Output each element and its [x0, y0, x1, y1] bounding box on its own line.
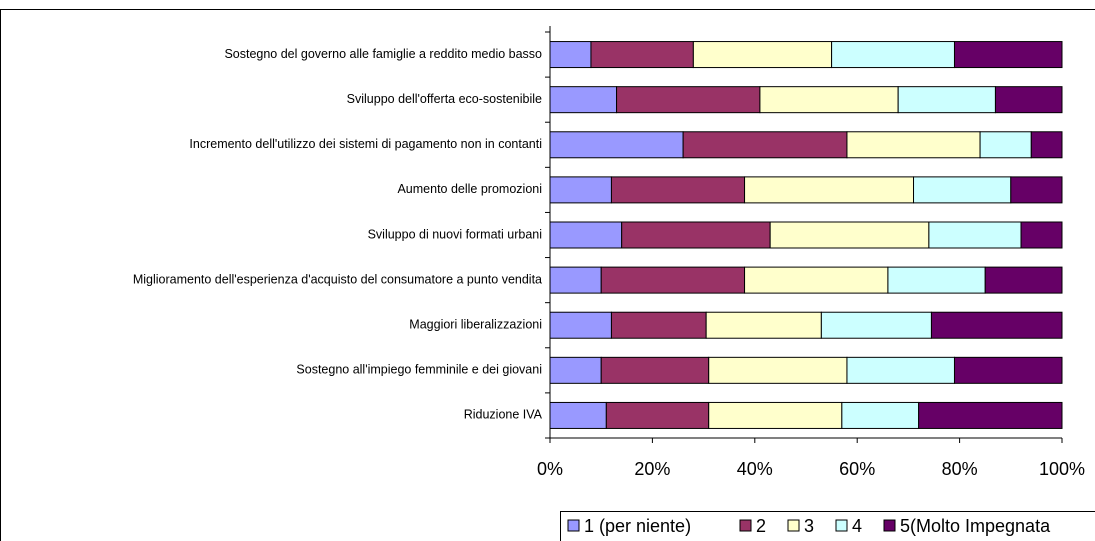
bar-segment: [610, 176, 746, 204]
legend-swatch: [835, 519, 848, 532]
y-tick-label: Sostegno del governo alle famiglie a red…: [224, 47, 542, 61]
bar-segment: [887, 266, 986, 294]
bar-segment: [846, 131, 981, 159]
bar-segment: [549, 266, 602, 294]
bar-segment: [549, 356, 602, 384]
bar-segment: [549, 86, 618, 114]
legend-swatch: [567, 519, 580, 532]
y-tick-label: Sviluppo dell'offerta eco-sostenibile: [347, 92, 542, 106]
y-tick-label: Miglioramento dell'esperienza d'acquisto…: [133, 272, 542, 286]
bar-segment: [549, 176, 612, 204]
legend-label: 4: [852, 516, 862, 536]
legend-swatch: [883, 519, 896, 532]
bar-segment: [979, 131, 1032, 159]
legend-swatch: [739, 519, 752, 532]
y-tick-label: Incremento dell'utilizzo dei sistemi di …: [189, 137, 542, 151]
bar-segment: [610, 311, 707, 339]
legend-swatch: [787, 519, 800, 532]
bar-segment: [590, 41, 694, 69]
frame: [0, 9, 1095, 541]
bar-segment: [841, 401, 920, 429]
bar-segment: [897, 86, 996, 114]
legend-label: 5(Molto Impegnata: [900, 516, 1051, 536]
bar-segment: [692, 41, 833, 69]
y-tick-label: Sviluppo di nuovi formati urbani: [368, 227, 542, 241]
bar-segment: [549, 221, 623, 249]
bar-segment: [820, 311, 932, 339]
bar-segment: [549, 311, 612, 339]
legend-label: 2: [756, 516, 766, 536]
bar-segment: [708, 356, 848, 384]
bar-segment: [1020, 221, 1063, 249]
bar-segment: [600, 266, 746, 294]
legend-label: 3: [804, 516, 814, 536]
legend-label: 1 (per niente): [584, 516, 691, 536]
bar-segment: [930, 311, 1063, 339]
bar-segment: [984, 266, 1063, 294]
bar-segment: [621, 221, 771, 249]
x-tick-label: 0%: [537, 459, 563, 479]
bar-segment: [1030, 131, 1063, 159]
y-tick-label: Maggiori liberalizzazioni: [409, 318, 542, 332]
bar-segment: [744, 266, 889, 294]
bar-segment: [1010, 176, 1063, 204]
bar-segment: [831, 41, 955, 69]
bar-segment: [744, 176, 915, 204]
bar-segment: [549, 401, 607, 429]
y-tick-label: Sostegno all'impiego femminile e dei gio…: [296, 363, 542, 377]
x-tick-label: 20%: [634, 459, 670, 479]
bar-segment: [913, 176, 1012, 204]
bar-segment: [769, 221, 930, 249]
bar-segment: [682, 131, 848, 159]
bar-segment: [953, 41, 1063, 69]
bar-segment: [705, 311, 822, 339]
bar-segment: [600, 356, 710, 384]
x-tick-label: 60%: [839, 459, 875, 479]
bar-segment: [928, 221, 1022, 249]
x-tick-label: 100%: [1039, 459, 1085, 479]
legend-box: [560, 511, 1095, 541]
bar-segment: [549, 131, 684, 159]
bar-segment: [549, 41, 592, 69]
bar-segment: [918, 401, 1063, 429]
bar-segment: [708, 401, 843, 429]
bar-segment: [994, 86, 1063, 114]
bar-segment: [846, 356, 955, 384]
x-tick-label: 80%: [942, 459, 978, 479]
y-tick-label: Riduzione IVA: [464, 408, 543, 422]
bar-segment: [759, 86, 899, 114]
x-tick-label: 40%: [737, 459, 773, 479]
bar-segment: [953, 356, 1063, 384]
y-tick-label: Aumento delle promozioni: [397, 182, 542, 196]
bar-segment: [605, 401, 710, 429]
bar-segment: [616, 86, 761, 114]
